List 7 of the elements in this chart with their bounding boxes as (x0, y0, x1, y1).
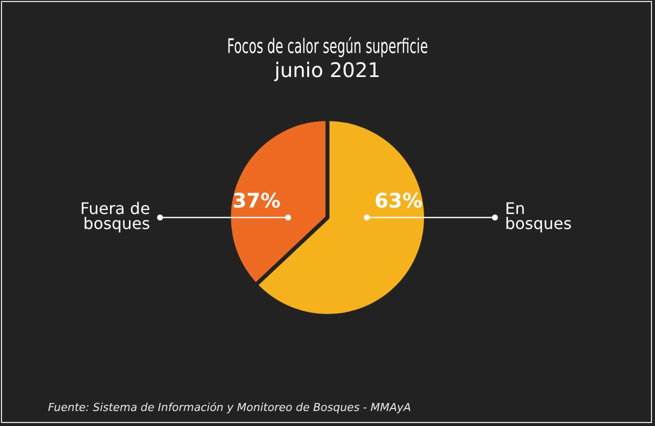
source-note: Fuente: Sistema de Información y Monitoreo de Bosques - MMAyA (48, 400, 412, 414)
data-label: 37% (232, 188, 281, 213)
chart-subtitle: junio 2021 (274, 58, 380, 82)
data-label: 63% (374, 188, 422, 213)
slice-label: En bosques (504, 199, 572, 234)
slice-label: Fuera de bosques (80, 199, 150, 234)
chart-title: Focos de calor según superficie (227, 34, 428, 58)
